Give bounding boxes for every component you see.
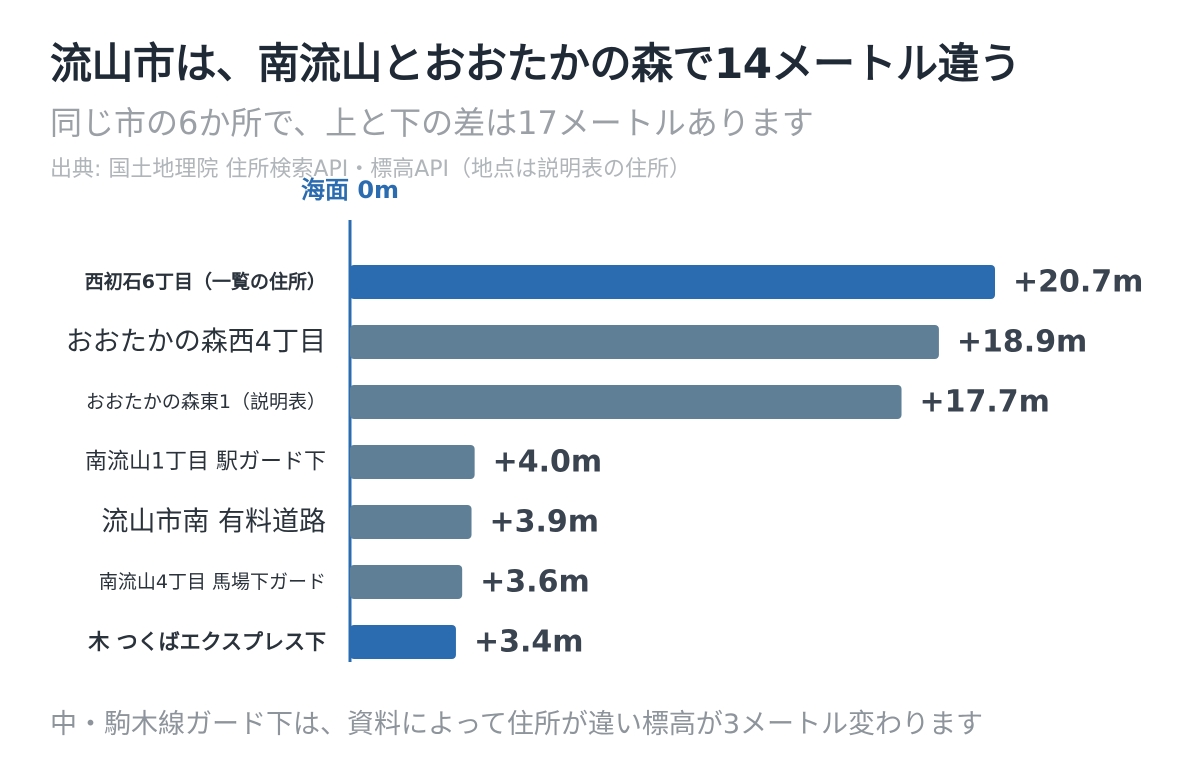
value-label: +3.9m	[490, 505, 600, 540]
category-label: おおたかの森西4丁目	[66, 327, 326, 358]
chart-title: 流山市は、南流山とおおたかの森で14メートル違う	[50, 39, 1021, 88]
bar	[350, 385, 902, 419]
bars-group: 西初石6丁目（一覧の住所） +20.7m おおたかの森西4丁目 +18.9m おおたかの…	[66, 265, 1144, 660]
category-label: 南流山1丁目 駅ガード下	[85, 450, 326, 475]
bar	[350, 445, 475, 479]
value-label: +3.4m	[474, 625, 584, 660]
category-label: 西初石6丁目（一覧の住所）	[85, 270, 326, 293]
axis-label: 海面 0m	[301, 176, 399, 204]
category-label: 木 つくばエクスプレス下	[87, 630, 326, 654]
chart-subtitle: 同じ市の6か所で、上と下の差は17メートルあります	[50, 104, 814, 142]
value-label: +20.7m	[1013, 265, 1143, 300]
value-label: +3.6m	[480, 565, 590, 600]
chart-source: 出典: 国土地理院 住所検索API・標高API（地点は説明表の住所）	[50, 157, 692, 182]
bar	[350, 565, 463, 599]
chart-footnote: 中・駒木線ガード下は、資料によって住所が違い標高が3メートル変わります	[50, 709, 984, 740]
bar	[350, 505, 472, 539]
value-label: +4.0m	[493, 445, 603, 480]
category-label: おおたかの森東1（説明表）	[86, 391, 326, 413]
value-label: +17.7m	[920, 385, 1050, 420]
value-label: +18.9m	[957, 325, 1087, 360]
bar-chart: 海面 0m 西初石6丁目（一覧の住所） +20.7m おおたかの森西4丁目 +18.9…	[66, 176, 1144, 662]
bar	[350, 325, 939, 359]
bar	[350, 625, 456, 659]
category-label: 南流山4丁目 馬場下ガード	[99, 571, 326, 593]
category-label: 流山市南 有料道路	[101, 507, 326, 538]
bar	[350, 265, 995, 299]
